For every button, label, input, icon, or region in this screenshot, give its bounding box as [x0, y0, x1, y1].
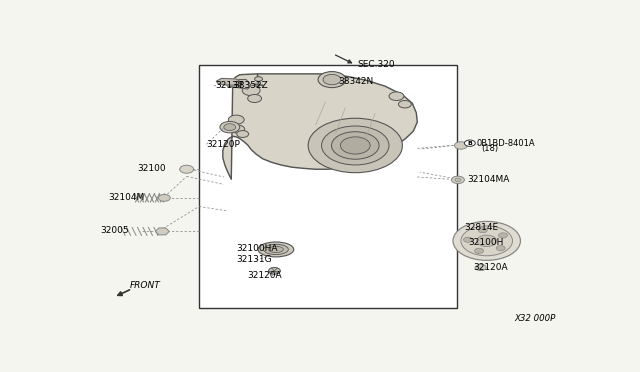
Circle shape — [269, 267, 280, 275]
Text: 32100: 32100 — [137, 164, 166, 173]
Circle shape — [340, 137, 370, 154]
Circle shape — [496, 246, 505, 251]
Polygon shape — [223, 74, 417, 179]
Circle shape — [476, 264, 486, 271]
Circle shape — [465, 140, 476, 146]
Circle shape — [477, 235, 497, 247]
Circle shape — [332, 132, 379, 159]
Circle shape — [318, 71, 346, 88]
Circle shape — [454, 142, 467, 149]
Text: 32100H: 32100H — [468, 238, 503, 247]
Circle shape — [455, 178, 461, 182]
Text: FRONT: FRONT — [129, 280, 161, 289]
Circle shape — [321, 126, 389, 165]
Circle shape — [224, 124, 236, 131]
Circle shape — [478, 228, 487, 233]
Text: 32104M: 32104M — [109, 193, 145, 202]
Circle shape — [461, 226, 513, 256]
Text: (18): (18) — [481, 144, 498, 153]
Text: 32005: 32005 — [100, 226, 129, 235]
Circle shape — [220, 121, 240, 133]
Text: B: B — [467, 141, 472, 146]
Circle shape — [242, 85, 260, 96]
Text: 32131G: 32131G — [236, 255, 272, 264]
Circle shape — [463, 237, 472, 242]
Polygon shape — [223, 80, 251, 89]
Text: SEC.320: SEC.320 — [358, 60, 396, 68]
Text: 32814E: 32814E — [465, 224, 499, 232]
Ellipse shape — [269, 246, 284, 253]
Circle shape — [499, 233, 508, 238]
Text: 32104MA: 32104MA — [467, 175, 509, 184]
Bar — [199, 65, 457, 308]
Circle shape — [237, 131, 249, 137]
Text: 32137: 32137 — [215, 81, 244, 90]
Ellipse shape — [264, 244, 288, 254]
Circle shape — [255, 77, 262, 81]
Circle shape — [451, 176, 465, 183]
Circle shape — [323, 74, 341, 85]
Circle shape — [158, 195, 170, 201]
Circle shape — [475, 248, 483, 253]
Text: 0B1BD-8401A: 0B1BD-8401A — [477, 139, 536, 148]
Text: 32120A: 32120A — [248, 271, 282, 280]
Circle shape — [180, 165, 193, 173]
Polygon shape — [216, 78, 241, 85]
Text: X32 000P: X32 000P — [515, 314, 556, 323]
Text: 32120A: 32120A — [473, 263, 508, 272]
Circle shape — [308, 118, 403, 173]
Text: 32100HA: 32100HA — [236, 244, 278, 253]
Ellipse shape — [258, 242, 294, 257]
Circle shape — [228, 115, 244, 124]
Circle shape — [231, 125, 244, 133]
Circle shape — [248, 94, 262, 103]
Circle shape — [453, 221, 520, 260]
Text: 38342N: 38342N — [338, 77, 373, 86]
Text: 38352Z: 38352Z — [234, 81, 269, 90]
Text: 32120P: 32120P — [207, 140, 241, 149]
Circle shape — [389, 92, 404, 100]
Circle shape — [399, 100, 412, 108]
